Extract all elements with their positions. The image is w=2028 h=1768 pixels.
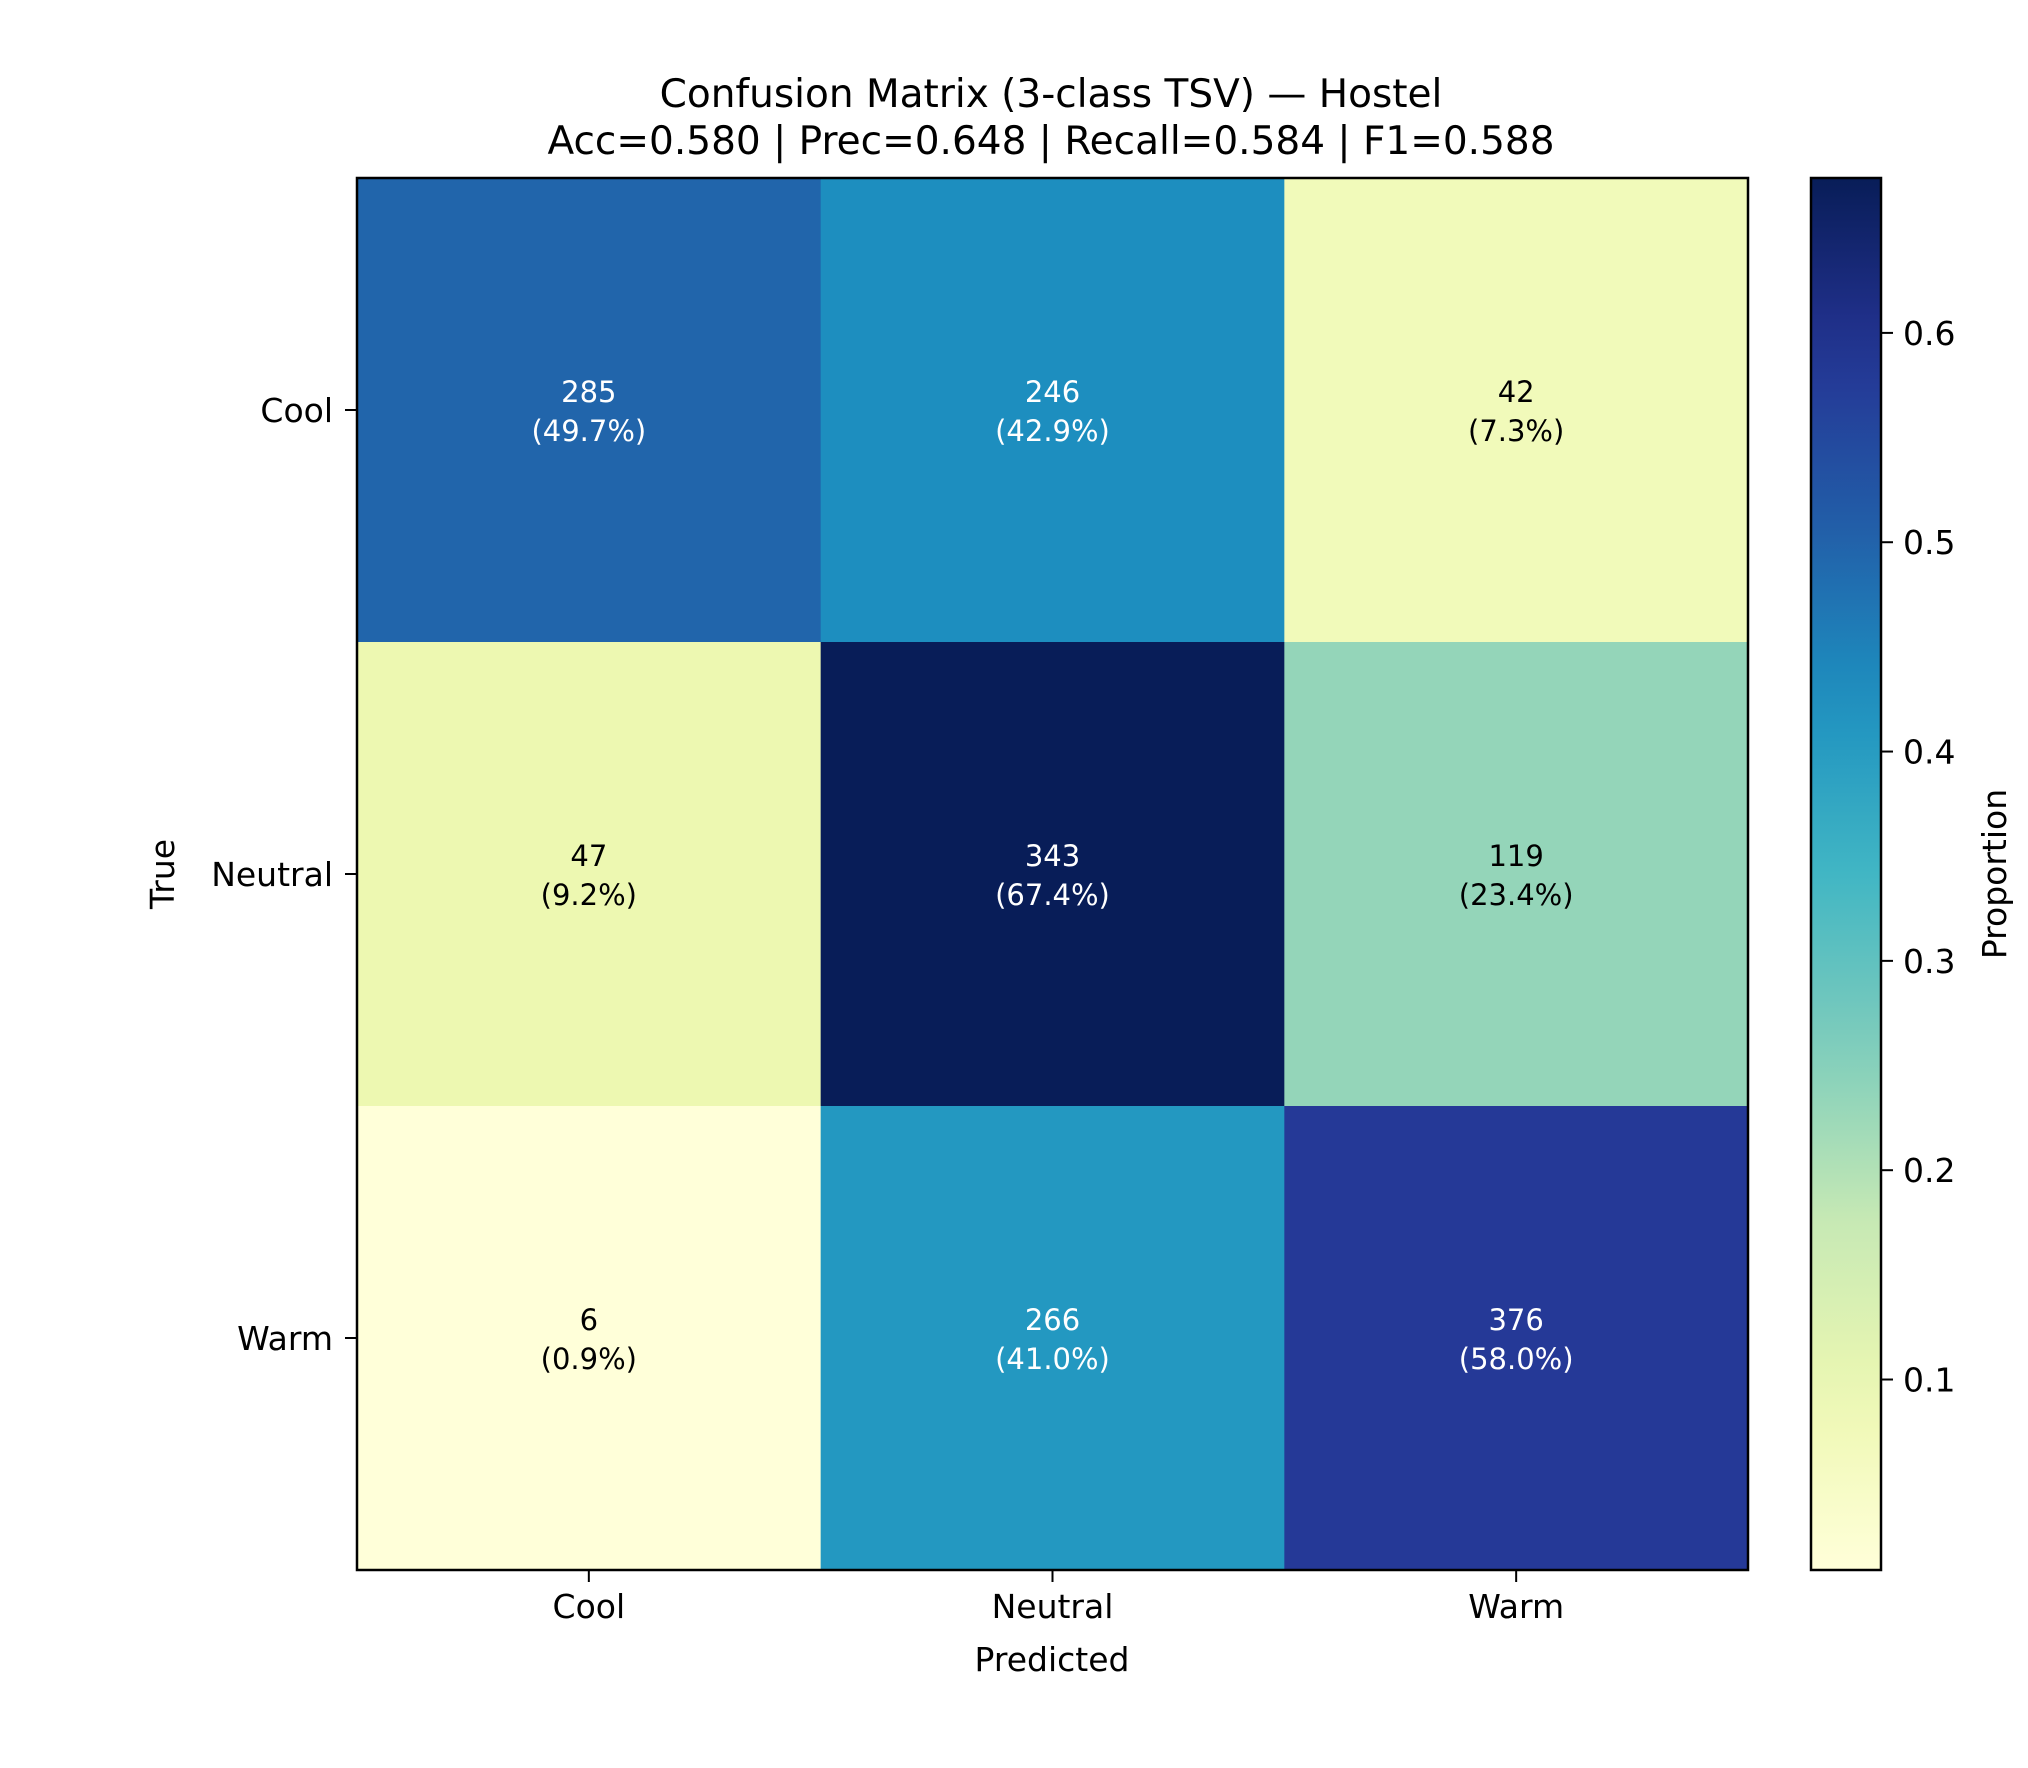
colorbar-tick-label: 0.4 [1903,733,1955,772]
heatmap-cell [1284,178,1749,643]
x-tick-label: Warm [1468,1587,1564,1626]
heatmap-cells [357,178,1749,1571]
y-tick-label: Warm [237,1319,333,1358]
y-tick-label: Cool [260,391,333,430]
heatmap-cell [820,178,1285,643]
cell-labels: 285 (49.7%) 246 (42.9%) 42 (7.3%) 47 (9.2%) 343(… [531,375,1573,1376]
x-axis: Cool Neutral Warm [553,1570,1564,1626]
colorbar-tick-label: 0.6 [1903,314,1955,353]
heatmap-cell [357,178,822,643]
cell-label: 42 (7.3%) [1468,375,1564,448]
x-axis-label: Predicted [975,1640,1130,1679]
colorbar-ticks: 0.1 0.2 0.3 0.4 0.5 0.6 [1881,314,1955,1400]
colorbar [1809,176,1883,1572]
cell-label: 246 (42.9%) [995,375,1110,448]
heatmap-cell [820,642,1285,1107]
chart-subtitle: Acc=0.580 | Prec=0.648 | Recall=0.584 | … [547,119,1554,164]
colorbar-tick-label: 0.5 [1903,523,1955,562]
cell-label: 119 (23.4%) [1459,839,1574,912]
cell-label: 376 (58.0%) [1459,1303,1574,1376]
colorbar-tick-label: 0.1 [1903,1361,1955,1400]
cell-label: 47 (9.2%) [541,839,637,912]
x-tick-label: Cool [553,1587,626,1626]
chart-title: Confusion Matrix (3-class TSV) — Hostel [660,72,1443,117]
heatmap-cell [357,1106,822,1571]
y-tick-label: Neutral [211,855,333,894]
x-tick-label: Neutral [992,1587,1114,1626]
cell-label: 266 (41.0%) [995,1303,1110,1376]
cell-label: 343 (67.4%) [995,839,1110,912]
y-axis-label: True [143,839,182,910]
heatmap-cell [1284,1106,1749,1571]
cell-label: 6 (0.9%) [541,1303,637,1376]
colorbar-tick-label: 0.2 [1903,1151,1955,1190]
colorbar-label: Proportion [1975,789,2014,959]
heatmap-cell [357,642,822,1107]
heatmap-cell [1284,642,1749,1107]
cell-label: 285 (49.7%) [531,375,646,448]
y-axis: Cool Neutral Warm [211,391,357,1358]
colorbar-tick-label: 0.3 [1903,942,1955,981]
heatmap-cell [820,1106,1285,1571]
